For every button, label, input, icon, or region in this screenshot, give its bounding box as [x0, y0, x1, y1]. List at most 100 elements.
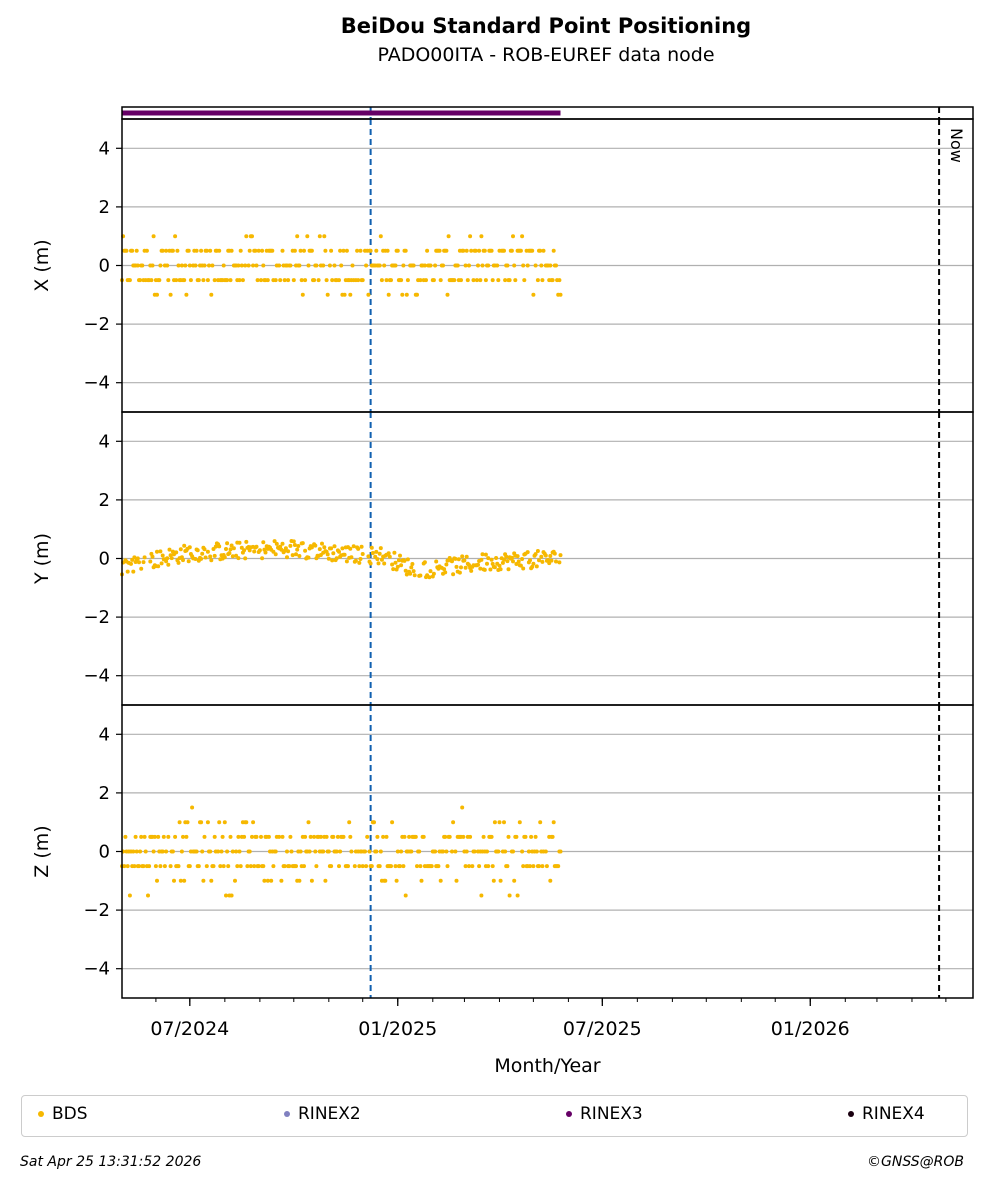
legend-label: RINEX4	[862, 1104, 925, 1124]
y-tick-label: −2	[83, 900, 110, 921]
data-point	[395, 248, 400, 253]
data-point	[436, 864, 441, 869]
data-point	[338, 248, 343, 253]
data-point	[174, 550, 179, 555]
data-point	[219, 849, 224, 854]
data-point	[464, 248, 469, 253]
data-point	[303, 834, 308, 839]
data-point	[158, 864, 163, 869]
data-point	[260, 556, 265, 561]
data-point	[476, 263, 480, 268]
data-point	[505, 263, 510, 268]
data-point	[445, 292, 450, 297]
data-point	[419, 878, 424, 883]
data-point	[460, 805, 465, 810]
data-point	[378, 546, 383, 551]
data-point	[217, 248, 222, 253]
data-point	[181, 834, 185, 839]
data-point	[196, 864, 201, 869]
data-point	[520, 557, 525, 561]
data-point	[131, 849, 136, 854]
data-point	[342, 292, 347, 297]
data-point	[511, 849, 515, 854]
data-point	[340, 546, 345, 551]
data-point	[480, 263, 485, 268]
data-point	[386, 551, 391, 556]
data-point	[160, 248, 165, 253]
data-point	[235, 864, 240, 869]
data-point	[360, 864, 365, 869]
data-point	[182, 543, 187, 548]
data-point	[506, 834, 511, 839]
data-point	[379, 557, 384, 562]
data-point	[176, 560, 181, 565]
data-point	[205, 278, 210, 283]
gnss-chart: −4 −2 0 2 4 X (m) −4 −2 0 2 4 Y (m) −4 −2 0 2 4 Z (m) Now 0…	[31, 106, 974, 1077]
data-point	[350, 263, 355, 268]
data-point	[170, 849, 175, 854]
data-point	[334, 556, 339, 561]
data-point	[374, 849, 379, 854]
data-point	[469, 568, 474, 573]
data-point	[463, 565, 468, 570]
data-point	[366, 554, 371, 559]
data-point	[341, 834, 346, 839]
data-point	[558, 292, 563, 297]
data-point	[431, 571, 436, 576]
y-tick-label: −4	[83, 373, 110, 394]
data-point	[483, 278, 488, 283]
data-point	[479, 893, 484, 898]
data-point	[318, 834, 323, 839]
data-point	[237, 278, 242, 283]
data-point	[216, 849, 221, 854]
data-point	[385, 248, 390, 253]
data-point	[273, 849, 278, 854]
data-point	[186, 248, 191, 253]
data-point	[540, 559, 545, 564]
data-point	[502, 557, 506, 562]
data-point	[243, 556, 248, 561]
data-point	[138, 849, 143, 854]
data-point	[498, 878, 503, 883]
data-point	[269, 878, 274, 883]
legend: BDS RINEX2 RINEX3 RINEX4	[21, 1095, 968, 1137]
y-tick-label: 4	[99, 138, 110, 159]
data-point	[285, 555, 289, 560]
data-point	[507, 278, 512, 283]
data-point	[259, 278, 263, 283]
data-point	[250, 834, 254, 839]
data-point	[424, 278, 428, 283]
data-point	[405, 557, 410, 562]
data-point	[228, 278, 233, 283]
data-point	[348, 834, 353, 839]
data-point	[378, 849, 383, 854]
bds-dot-icon	[38, 1111, 44, 1117]
data-point	[516, 559, 521, 564]
data-point	[202, 834, 207, 839]
data-point	[543, 849, 548, 854]
y-axis-label: Z (m)	[31, 825, 53, 877]
data-point	[297, 878, 302, 883]
data-point	[338, 849, 343, 854]
data-point	[415, 292, 419, 297]
data-point	[141, 864, 146, 869]
data-point	[140, 263, 145, 268]
y-tick-label: 0	[99, 549, 110, 570]
data-point	[261, 864, 266, 869]
data-point	[403, 893, 408, 898]
data-point	[247, 849, 252, 854]
data-point	[202, 263, 207, 268]
data-point	[329, 546, 334, 551]
data-point	[288, 263, 293, 268]
data-point	[451, 572, 456, 577]
data-point	[253, 248, 258, 253]
data-point	[429, 864, 434, 869]
y-tick-label: −2	[83, 314, 110, 335]
data-point	[259, 834, 263, 839]
legend-label: RINEX3	[580, 1104, 643, 1124]
data-point	[495, 263, 500, 268]
data-point	[530, 248, 535, 253]
data-point	[300, 541, 305, 546]
data-point	[533, 263, 538, 268]
data-point	[445, 864, 450, 869]
